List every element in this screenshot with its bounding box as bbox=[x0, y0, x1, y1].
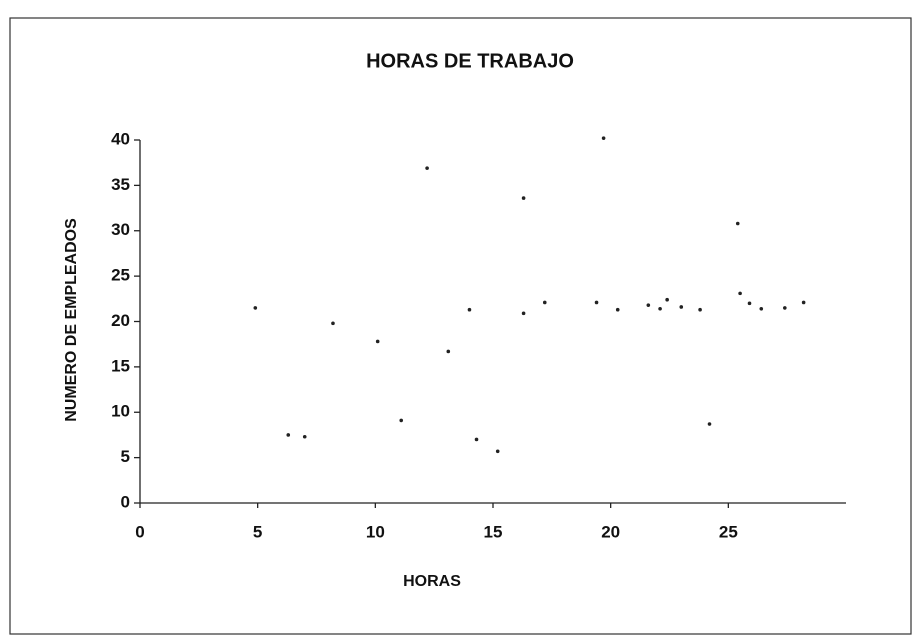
x-tick-label: 20 bbox=[601, 522, 620, 541]
data-point bbox=[302, 434, 307, 439]
data-point bbox=[425, 166, 429, 170]
data-point bbox=[679, 305, 684, 309]
y-tick-label: 35 bbox=[111, 175, 130, 194]
data-point bbox=[601, 136, 606, 140]
data-point bbox=[615, 307, 620, 312]
x-tick-label: 15 bbox=[484, 522, 503, 541]
x-tick-label: 25 bbox=[719, 522, 738, 541]
data-point bbox=[253, 306, 258, 310]
data-point bbox=[474, 437, 479, 442]
data-point bbox=[331, 321, 335, 326]
x-tick-label: 10 bbox=[366, 522, 385, 541]
y-tick-label: 30 bbox=[111, 220, 130, 239]
data-point bbox=[707, 422, 712, 426]
data-point bbox=[521, 311, 526, 316]
y-tick-label: 25 bbox=[111, 266, 130, 285]
data-point bbox=[738, 291, 742, 296]
y-tick-label: 0 bbox=[121, 492, 130, 511]
x-tick-label: 0 bbox=[135, 522, 144, 541]
chart-title: HORAS DE TRABAJO bbox=[366, 50, 574, 72]
y-axis-label: NUMERO DE EMPLEADOS bbox=[63, 218, 80, 422]
data-point bbox=[399, 418, 404, 423]
data-point bbox=[646, 303, 651, 307]
data-point bbox=[698, 307, 702, 312]
data-point bbox=[542, 300, 547, 305]
data-point bbox=[495, 449, 500, 454]
data-point bbox=[594, 300, 599, 305]
data-point bbox=[521, 196, 526, 200]
data-point bbox=[286, 433, 291, 437]
data-point bbox=[467, 307, 472, 312]
chart-frame bbox=[9, 17, 912, 635]
data-point bbox=[446, 349, 451, 354]
data-point bbox=[759, 306, 764, 311]
data-point bbox=[375, 339, 380, 344]
y-tick-label: 5 bbox=[121, 447, 130, 466]
data-point bbox=[735, 221, 740, 226]
data-point bbox=[801, 300, 806, 305]
data-point bbox=[783, 306, 787, 310]
y-tick-label: 10 bbox=[111, 402, 130, 421]
data-point bbox=[747, 301, 752, 306]
data-point bbox=[658, 306, 662, 311]
y-tick-label: 20 bbox=[111, 311, 130, 330]
data-point bbox=[665, 297, 669, 302]
y-tick-label: 15 bbox=[111, 356, 130, 375]
x-axis-label: HORAS bbox=[403, 573, 461, 590]
y-tick-label: 40 bbox=[111, 129, 130, 148]
x-tick-label: 5 bbox=[253, 522, 262, 541]
